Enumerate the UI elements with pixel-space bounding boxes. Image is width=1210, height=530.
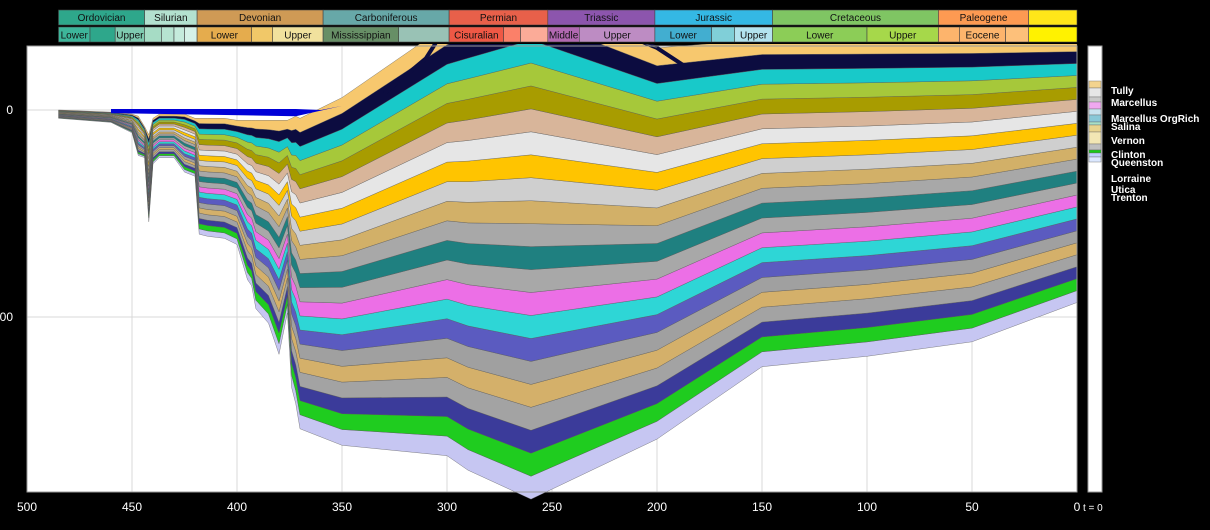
period-label: Cretaceous	[830, 13, 881, 24]
period-label: Paleogene	[960, 13, 1008, 24]
epoch-label: Lower	[670, 31, 698, 42]
burial-plot: 500 450 400 350 300 250 200 150 100 50 0 t = 0000Tu…	[0, 44, 1199, 514]
epoch-label: Upper	[889, 31, 917, 42]
x-tick-label: 0	[1074, 500, 1081, 514]
epoch-label: Eocene	[966, 31, 1000, 42]
epoch-cell	[1005, 26, 1029, 43]
epoch-label: Lower	[211, 31, 239, 42]
epoch-cell	[503, 26, 521, 43]
strat-band	[1088, 101, 1102, 110]
x-tick-label: 450	[122, 500, 142, 514]
strat-band	[1088, 143, 1102, 151]
y-tick-label: 00	[0, 310, 13, 324]
x-tick-label: 400	[227, 500, 247, 514]
epoch-label: Mississippian	[331, 31, 390, 42]
x-tick-label: 50	[965, 500, 979, 514]
strat-band	[1088, 124, 1102, 133]
strat-band	[1088, 114, 1102, 123]
strat-label: Queenston	[1111, 158, 1163, 169]
plot-frame	[26, 45, 1078, 493]
epoch-label: Upper	[116, 31, 144, 42]
strat-label: Marcellus	[1111, 98, 1158, 109]
erosion-surface	[382, 44, 690, 95]
strat-label: Vernon	[1111, 136, 1145, 147]
epoch-cell	[144, 26, 162, 43]
water-column	[111, 105, 342, 117]
epoch-label: Lower	[806, 31, 834, 42]
strat-label: Marcellus OrgRich	[1111, 114, 1199, 125]
strat-label: Trenton	[1111, 193, 1148, 204]
epoch-cell	[89, 26, 116, 43]
strat-band	[1088, 152, 1102, 158]
epoch-label: Lower	[61, 31, 89, 42]
period-label: Permian	[480, 13, 517, 24]
epoch-cell	[711, 26, 735, 43]
strat-label: Tully	[1111, 86, 1134, 97]
epoch-label: Upper	[284, 31, 312, 42]
epoch-cell	[1028, 26, 1078, 43]
period-label: Silurian	[154, 13, 187, 24]
period-label: Devonian	[239, 13, 281, 24]
strat-band	[1088, 131, 1102, 145]
epoch-label: Cisuralian	[454, 31, 498, 42]
epoch-cell	[520, 26, 549, 43]
period-label: Ordovician	[78, 13, 126, 24]
strat-band	[1088, 80, 1102, 89]
epoch-cell	[938, 26, 960, 43]
strat-label: Utica	[1111, 185, 1136, 196]
epoch-label: Upper	[603, 31, 631, 42]
strat-band	[1088, 87, 1102, 98]
epoch-label: Upper	[740, 31, 768, 42]
x-tick-label: 500	[17, 500, 37, 514]
strat-band	[1088, 156, 1102, 163]
epoch-cell	[173, 26, 185, 43]
strat-label: Clinton	[1111, 150, 1145, 161]
y-tick-label: 0	[6, 103, 13, 117]
epoch-label: Middle	[549, 31, 579, 42]
x-tick-label: 100	[857, 500, 877, 514]
present-label: t = 0	[1083, 503, 1103, 514]
x-tick-label: 150	[752, 500, 772, 514]
period-label: Jurassic	[695, 13, 732, 24]
period-cell	[1028, 9, 1078, 26]
epoch-cell	[251, 26, 273, 43]
strat-band	[1088, 149, 1102, 154]
burial-layer	[58, 44, 1078, 140]
geologic-timescale: Ordovician Silurian Devonian Carboniferous P…	[0, 0, 1210, 44]
epoch-cell	[161, 26, 175, 43]
strat-label: Salina	[1111, 122, 1141, 133]
strat-band	[1088, 108, 1102, 116]
strat-band	[1088, 96, 1102, 103]
x-tick-label: 250	[542, 500, 562, 514]
x-tick-label: 300	[437, 500, 457, 514]
x-tick-label: 350	[332, 500, 352, 514]
epoch-cell	[184, 26, 198, 43]
x-tick-label: 200	[647, 500, 667, 514]
period-label: Triassic	[584, 13, 618, 24]
epoch-cell	[398, 26, 450, 43]
strat-band	[1088, 121, 1102, 126]
period-label: Carboniferous	[355, 13, 418, 24]
strat-label: Lorraine	[1111, 174, 1151, 185]
